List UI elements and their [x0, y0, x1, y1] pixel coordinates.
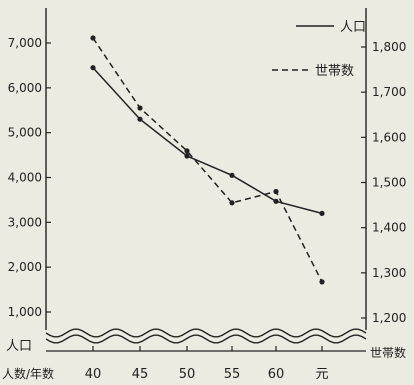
y-right-tick-label: 1,300 — [372, 266, 406, 280]
y-left-tick-label: 3,000 — [8, 215, 42, 229]
y-right-tick-label: 1,400 — [372, 221, 406, 235]
series-point-population — [229, 172, 235, 178]
series-line-population — [92, 67, 323, 215]
y-left-tick-label: 5,000 — [8, 126, 42, 140]
series-layer — [90, 35, 325, 285]
y-right-axis-label: 世帯数 — [370, 345, 406, 360]
y-right-tick-label: 1,800 — [372, 40, 406, 54]
y-right-tick-label: 1,500 — [372, 176, 406, 190]
series-point-households — [319, 279, 325, 285]
y-left-tick-label: 7,000 — [8, 36, 42, 50]
x-tick-label: 45 — [132, 367, 149, 382]
y-left-tick-label: 4,000 — [8, 171, 42, 185]
y-right-tick-label: 1,600 — [372, 130, 406, 144]
legend-label-population: 人口 — [340, 20, 366, 35]
series-point-households — [184, 148, 190, 154]
series-line-households — [92, 37, 323, 283]
x-tick-label: 60 — [268, 367, 285, 382]
series-point-households — [229, 200, 235, 206]
y-right-tick-label: 1,700 — [372, 85, 406, 99]
ticks: 1,000 2,000 3,000 4,000 5,000 6,000 7,000 1,200… — [8, 36, 407, 382]
x-tick-label: 40 — [85, 367, 102, 382]
legend: 人口 世帯数 — [272, 20, 366, 79]
y-left-axis-label: 人口 — [6, 339, 32, 354]
y-right-tick-label: 1,200 — [372, 311, 406, 325]
x-tick-label: 元 — [315, 367, 328, 382]
y-left-tick-label: 6,000 — [8, 81, 42, 95]
series-point-population — [137, 116, 143, 122]
series-point-population — [273, 198, 279, 204]
series-point-households — [137, 105, 143, 111]
y-left-tick-label: 2,000 — [8, 260, 42, 274]
x-axis-label: 人数/年数 — [2, 366, 54, 381]
series-point-population — [319, 210, 325, 216]
axis-break-wave-lower — [45, 334, 367, 344]
x-tick-label: 55 — [224, 367, 241, 382]
axis-break-wave-upper — [45, 328, 367, 338]
axes — [45, 8, 367, 352]
x-tick-label: 50 — [179, 367, 196, 382]
axis-break — [45, 328, 367, 344]
y-left-tick-label: 1,000 — [8, 305, 42, 319]
series-point-population — [184, 153, 190, 159]
series-point-households — [90, 35, 96, 41]
series-point-population — [90, 65, 96, 71]
legend-label-households: 世帯数 — [315, 64, 354, 79]
series-point-households — [273, 188, 279, 195]
